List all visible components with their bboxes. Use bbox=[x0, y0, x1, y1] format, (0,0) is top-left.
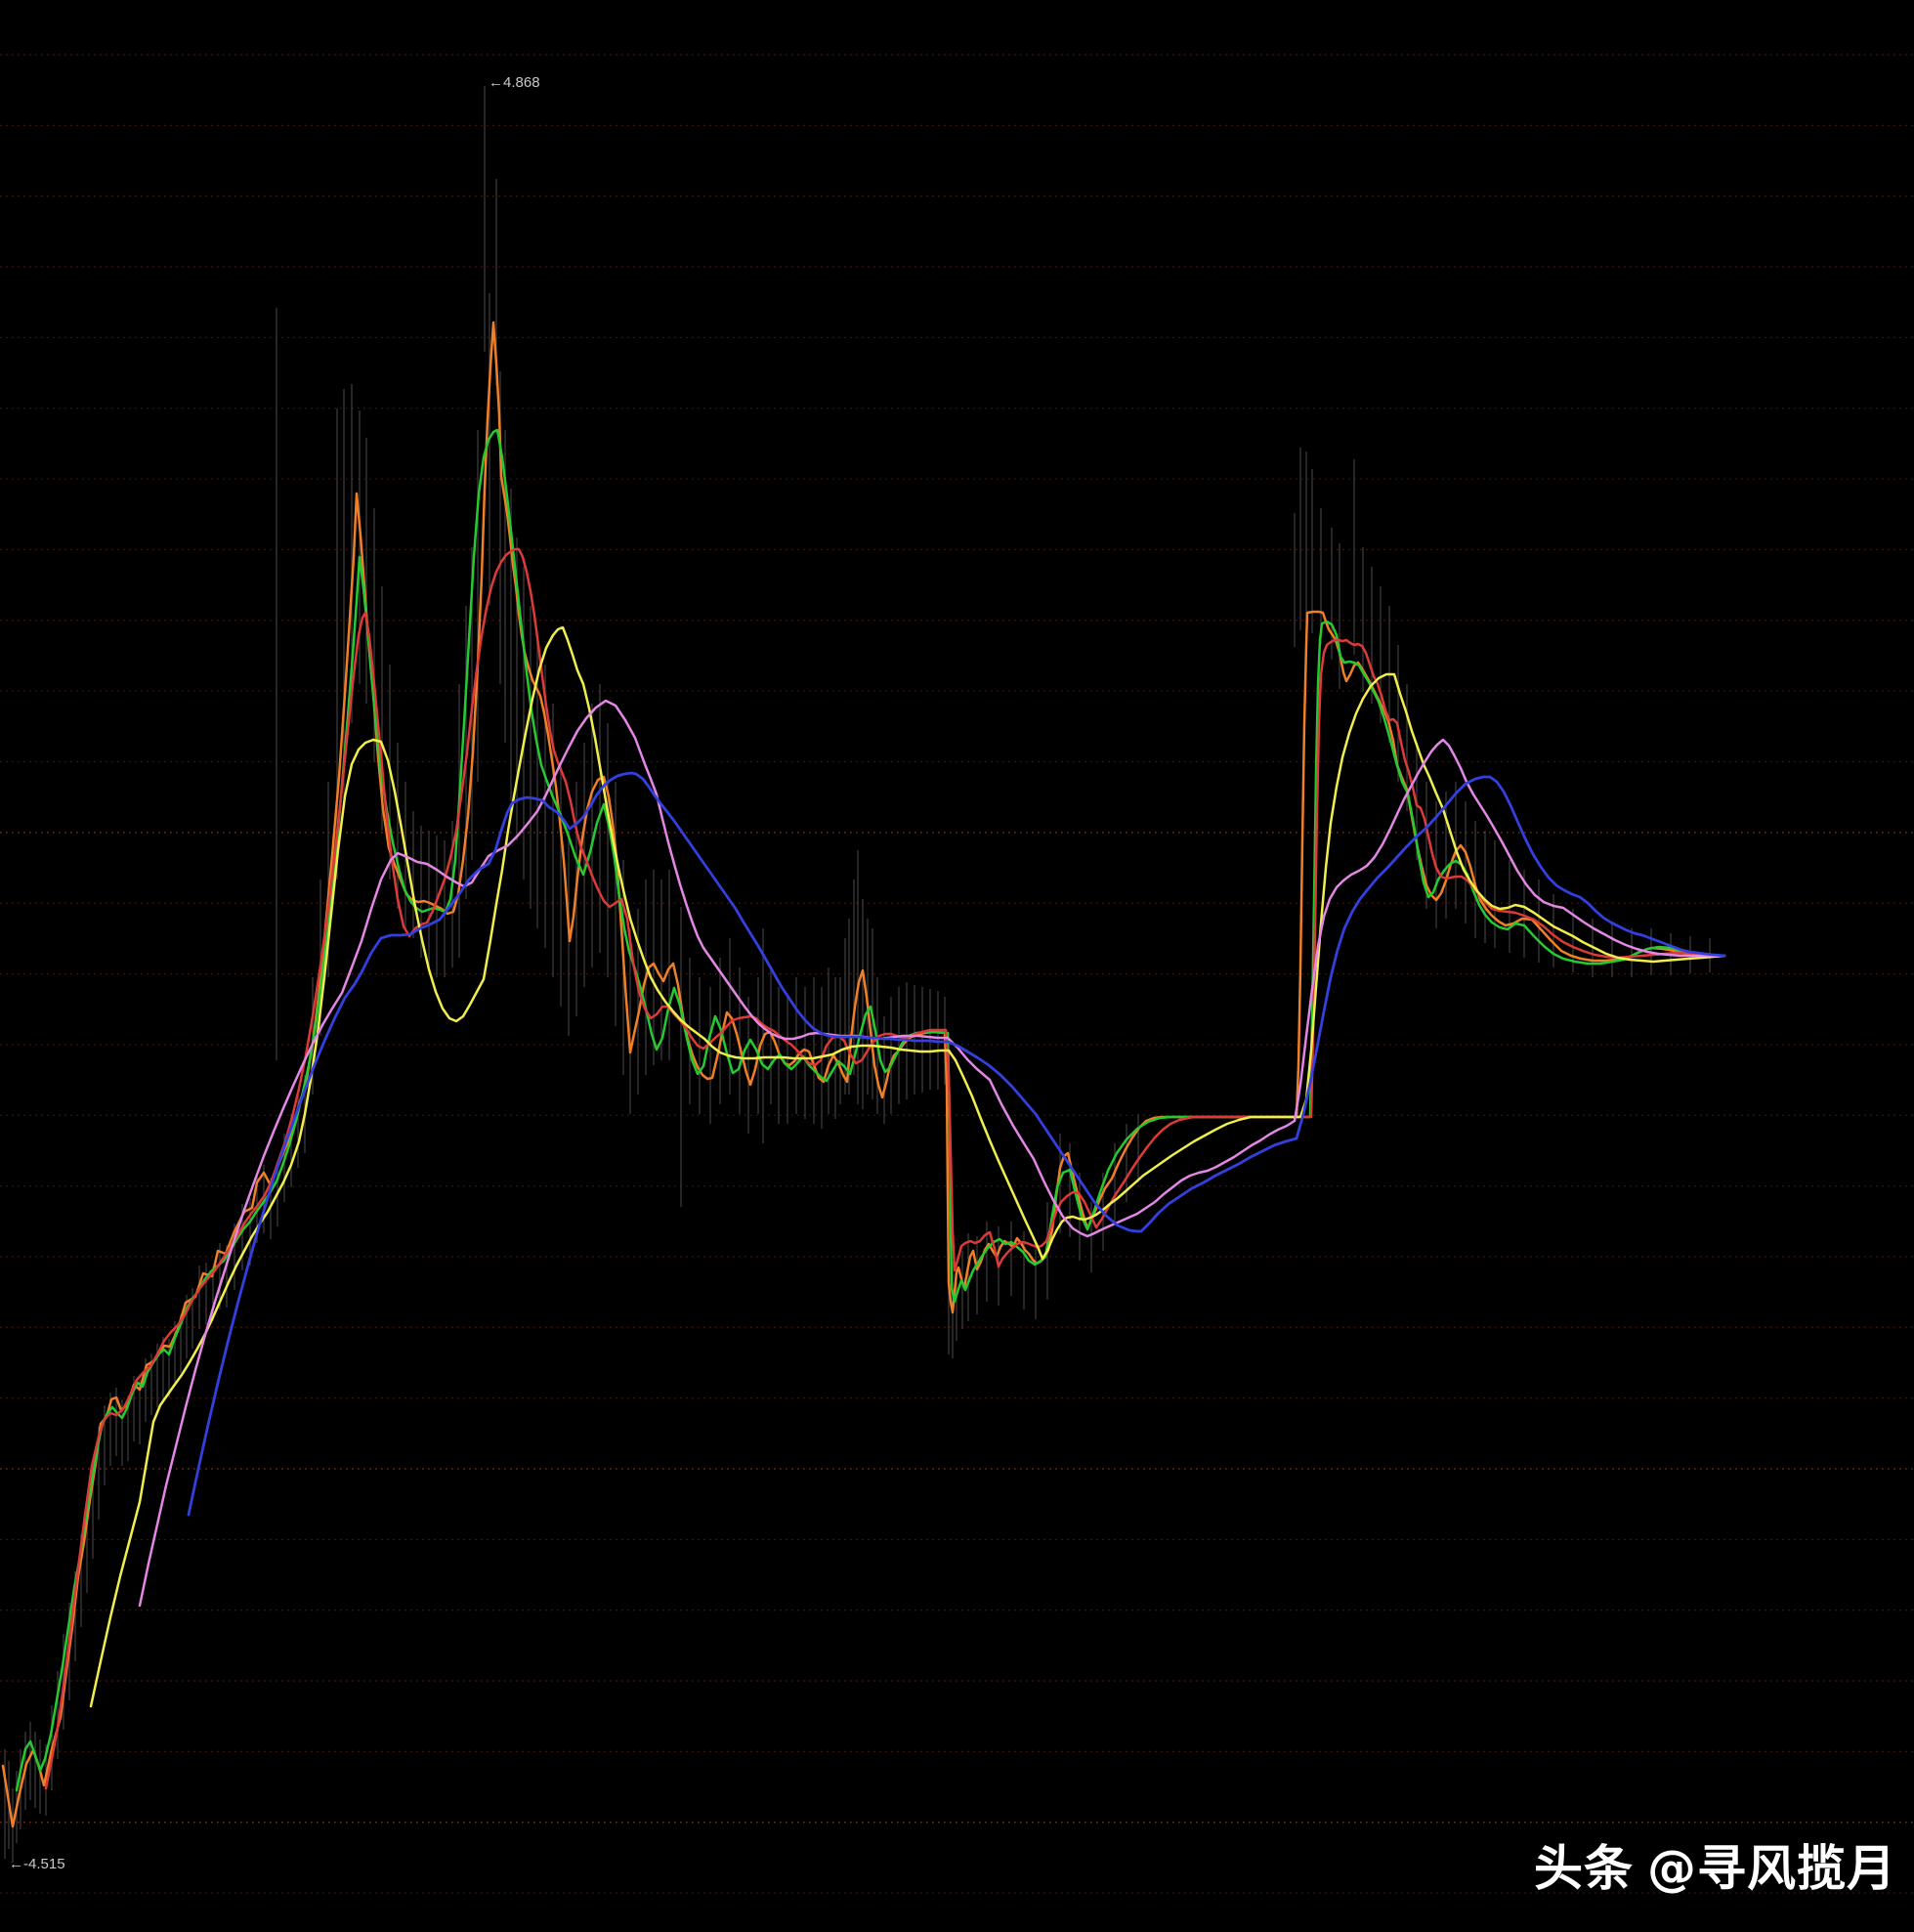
ma-lines-layer bbox=[1, 321, 1726, 1828]
watermark-handle: @寻风揽月 bbox=[1647, 1840, 1896, 1897]
ma-line-green bbox=[15, 428, 1726, 1792]
watermark: 头条 @寻风揽月 bbox=[1534, 1829, 1896, 1900]
annotations-layer: ←4.868 ←-4.515 bbox=[9, 74, 540, 1872]
ma-line-red bbox=[44, 547, 1726, 1790]
ma-line-yellow bbox=[89, 625, 1726, 1708]
price-high-label: ←4.868 bbox=[489, 74, 540, 91]
ma-line-orange bbox=[1, 321, 1726, 1828]
ma-line-blue bbox=[187, 771, 1726, 1517]
grid-layer bbox=[0, 54, 1914, 1894]
ma-line-violet bbox=[138, 699, 1726, 1608]
watermark-brand: 头条 bbox=[1534, 1840, 1634, 1897]
price-low-label: ←-4.515 bbox=[9, 1856, 65, 1872]
